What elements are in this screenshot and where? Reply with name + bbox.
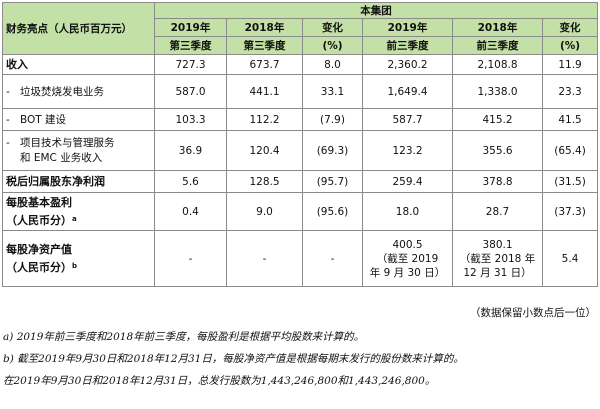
cell-value: 1,338.0 — [452, 74, 543, 109]
cell-value: 441.1 — [226, 74, 303, 109]
cell-value: - — [302, 230, 363, 287]
row-label-line2: （人民币分） — [6, 213, 72, 227]
footnote-marker: a — [72, 214, 77, 223]
cell-value: 355.6 — [452, 130, 543, 171]
cell-value: 2,360.2 — [362, 54, 453, 75]
cell-value: (95.7) — [302, 170, 363, 193]
footnote-a: a) 2019年前三季度和2018年前三季度，每股盈利是根据平均股数来计算的。 — [3, 331, 365, 343]
cell-value: (65.4) — [541, 130, 599, 171]
col-header: 变化 — [541, 18, 599, 37]
cell-value: 380.1 — [482, 238, 513, 251]
cell-value: 128.5 — [226, 170, 303, 193]
cell-value: 673.7 — [226, 54, 303, 75]
row-label: BOT 建设 — [20, 113, 67, 126]
cell-value: 9.0 — [226, 192, 303, 231]
cell-note: 年 9 月 30 日） — [369, 266, 446, 279]
cell-value: (7.9) — [302, 108, 363, 131]
cell-value: 400.5 — [392, 238, 423, 251]
row-dash: - — [6, 136, 10, 149]
row-label: 税后归属股东净利润 — [2, 170, 155, 193]
col-header: 2018年 — [452, 18, 543, 37]
table-row: - 垃圾焚烧发电业务 587.0 441.1 33.1 1,649.4 1,338… — [2, 74, 599, 109]
table-row: 税后归属股东净利润 5.6 128.5 (95.7) 259.4 378.8 (… — [2, 170, 599, 193]
cell-value: (95.6) — [302, 192, 363, 231]
cell-value: 28.7 — [452, 192, 543, 231]
table-row: 收入 727.3 673.7 8.0 2,360.2 2,108.8 11.9 — [2, 54, 599, 75]
cell-value: 11.9 — [541, 54, 599, 75]
col-subheader: 前三季度 — [452, 36, 543, 55]
cell-value: (69.3) — [302, 130, 363, 171]
col-subheader: 前三季度 — [362, 36, 453, 55]
row-label-line2: 和 EMC 业务收入 — [20, 151, 103, 164]
cell-value: 36.9 — [154, 130, 227, 171]
cell-value: 415.2 — [452, 108, 543, 131]
cell-value: 0.4 — [154, 192, 227, 231]
group-label: 本集团 — [153, 2, 599, 19]
cell-value: (31.5) — [541, 170, 599, 193]
table-row: - 项目技术与管理服务 和 EMC 业务收入 36.9 120.4 (69.3) … — [2, 130, 599, 171]
cell-value: 1,649.4 — [362, 74, 453, 109]
col-subheader: (%) — [541, 36, 599, 55]
col-header: 变化 — [302, 18, 363, 37]
cell-value: 33.1 — [302, 74, 363, 109]
cell-value: 5.6 — [154, 170, 227, 193]
col-header: 2018年 — [226, 18, 303, 37]
cell-value: 587.0 — [154, 74, 227, 109]
cell-note: 12 月 31 日） — [463, 266, 532, 279]
footnote-shares: 在2019年9月30日和2018年12月31日，总发行股数为1,443,246,… — [3, 375, 436, 387]
cell-note: （截至 2018 年 — [459, 252, 536, 265]
cell-value: 23.3 — [541, 74, 599, 109]
cell-value: (37.3) — [541, 192, 599, 231]
cell-value: 103.3 — [154, 108, 227, 131]
table-row: 每股基本盈利 （人民币分）a 0.4 9.0 (95.6) 18.0 28.7 … — [2, 192, 599, 231]
financial-highlights-table: 财务亮点（人民币百万元） 本集团 2019年 2018年 变化 2019年 20… — [2, 2, 599, 287]
cell-value: 378.8 — [452, 170, 543, 193]
cell-value: 727.3 — [154, 54, 227, 75]
row-label: 收入 — [2, 54, 155, 75]
cell-value: 5.4 — [541, 230, 599, 287]
col-header: 2019年 — [154, 18, 227, 37]
col-subheader: 第三季度 — [154, 36, 227, 55]
cell-value: 120.4 — [226, 130, 303, 171]
cell-value: 587.7 — [362, 108, 453, 131]
cell-value: - — [226, 230, 303, 287]
cell-value: 112.2 — [226, 108, 303, 131]
col-subheader: (%) — [302, 36, 363, 55]
corner-label: 财务亮点（人民币百万元） — [2, 2, 155, 55]
col-subheader: 第三季度 — [226, 36, 303, 55]
row-dash: - — [6, 85, 10, 98]
row-dash: - — [6, 113, 10, 126]
footnotes: a) 2019年前三季度和2018年前三季度，每股盈利是根据平均股数来计算的。 … — [3, 330, 599, 396]
cell-value: 41.5 — [541, 108, 599, 131]
cell-value: 2,108.8 — [452, 54, 543, 75]
table-row: - BOT 建设 103.3 112.2 (7.9) 587.7 415.2 41… — [2, 108, 599, 131]
cell-value: 8.0 — [302, 54, 363, 75]
footnote-b: b) 截至2019年9月30日和2018年12月31日，每股净资产值是根据每期末… — [3, 353, 464, 365]
cell-value: 123.2 — [362, 130, 453, 171]
cell-value: - — [154, 230, 227, 287]
footnote-marker: b — [72, 261, 78, 270]
row-label: 每股基本盈利 — [6, 195, 72, 209]
row-label-line2: （人民币分） — [6, 260, 72, 274]
col-header: 2019年 — [362, 18, 453, 37]
row-label: 每股净资产值 — [6, 242, 72, 256]
cell-value: 259.4 — [362, 170, 453, 193]
row-label: 垃圾焚烧发电业务 — [20, 85, 104, 98]
cell-note: （截至 2019 — [376, 252, 439, 265]
rounding-note: （数据保留小数点后一位） — [470, 307, 596, 319]
table-row: 每股净资产值 （人民币分）b - - - 400.5 （截至 2019 年 9 … — [2, 230, 599, 287]
row-label: 项目技术与管理服务 — [20, 136, 115, 149]
cell-value: 18.0 — [362, 192, 453, 231]
